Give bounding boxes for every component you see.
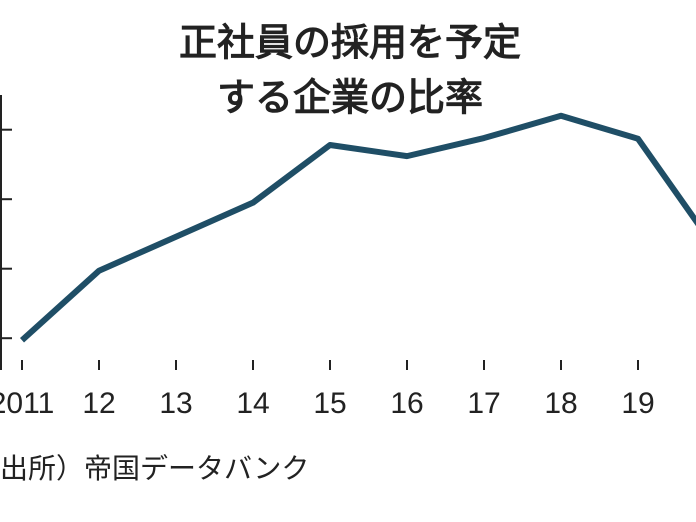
x-tick-label: 16: [390, 387, 423, 420]
line: [19, 112, 696, 343]
source: 出所）帝国データバンク: [0, 452, 309, 485]
x-tick-label: 17: [467, 387, 500, 420]
x-tick-label: 12: [82, 387, 115, 420]
x-tick-label: 15: [313, 387, 346, 420]
x-tick-label: 14: [236, 387, 269, 420]
x-tick-label: 13: [159, 387, 192, 420]
x-tick-label: 2011: [0, 387, 54, 420]
chart-title: する企業の比率: [217, 76, 483, 120]
chart-title: 正社員の採用を予定: [179, 21, 521, 65]
x-tick-label: 18: [544, 387, 577, 420]
x-tick-label: 19: [621, 387, 654, 420]
